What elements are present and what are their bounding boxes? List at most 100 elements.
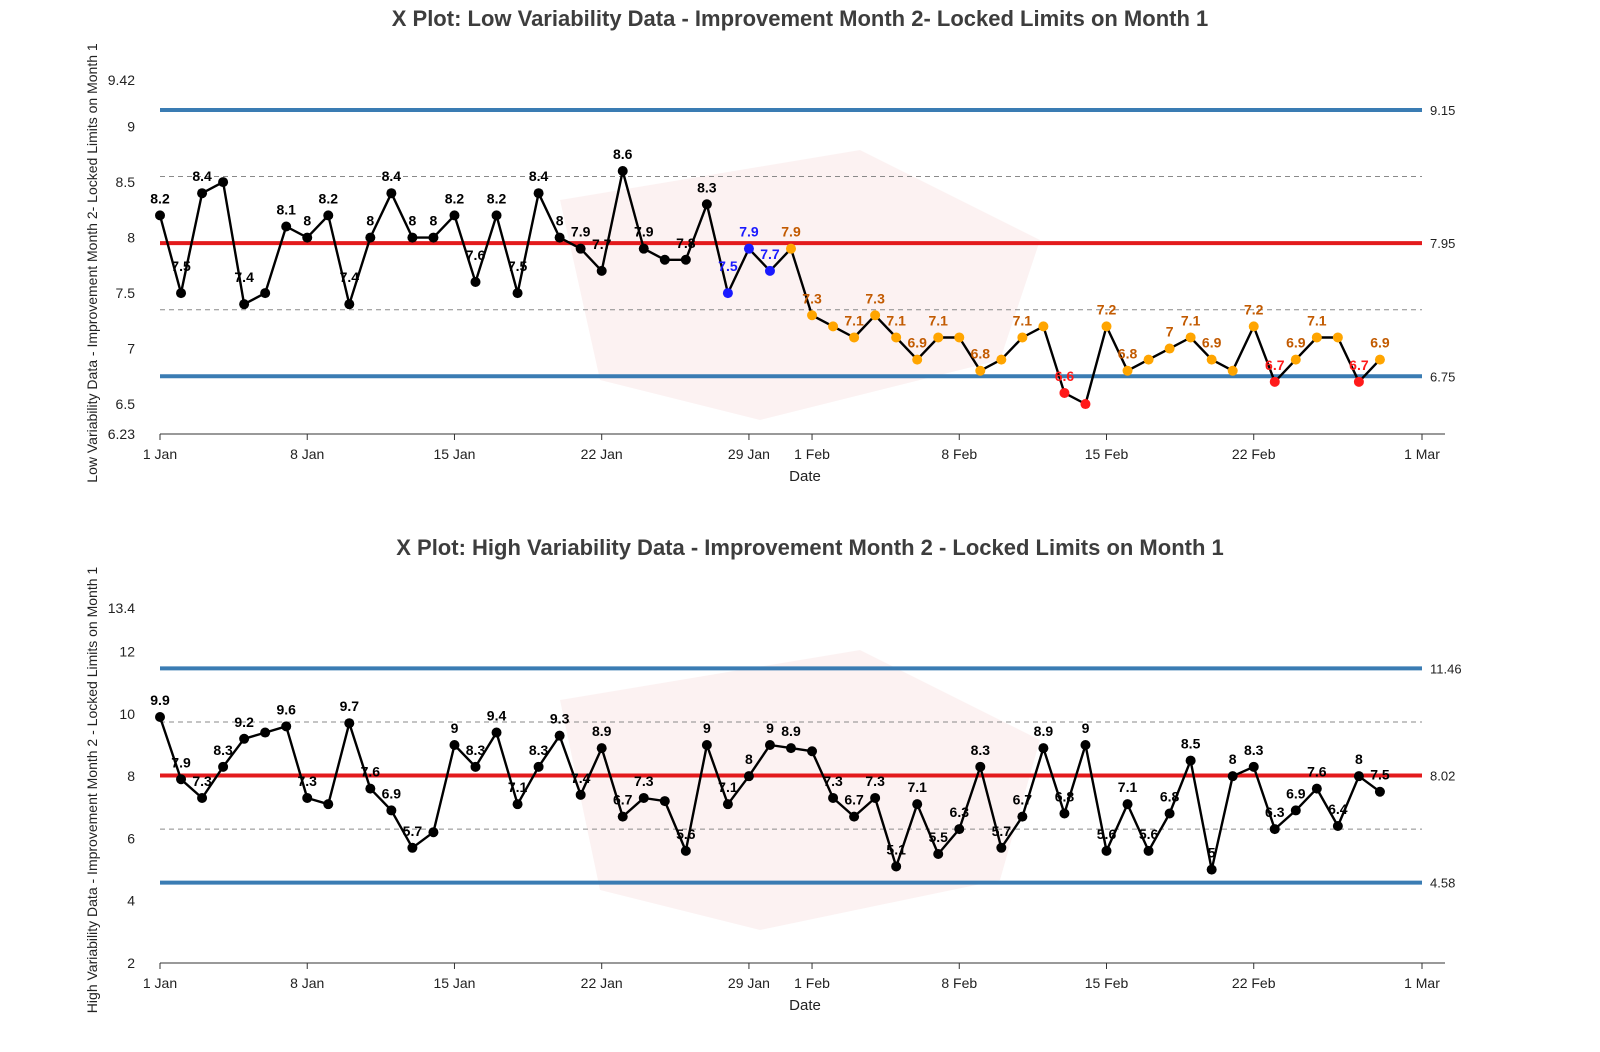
data-label: 9.2 xyxy=(234,714,254,730)
data-point xyxy=(996,354,1007,365)
data-label: 9 xyxy=(1082,720,1090,736)
data-label: 5.5 xyxy=(928,829,948,845)
y-axis-label-bottom: High Variability Data - Improvement Mont… xyxy=(84,567,100,1014)
x-tick-label: 15 Jan xyxy=(433,975,475,991)
data-label: 7.4 xyxy=(234,269,254,285)
data-point xyxy=(659,796,670,807)
y-tick-label: 9 xyxy=(127,119,135,135)
data-label: 8.2 xyxy=(319,190,339,206)
data-label: 6.9 xyxy=(382,785,402,801)
data-point xyxy=(1374,354,1385,365)
ucl-value-label: 11.46 xyxy=(1430,661,1462,676)
data-label: 7.7 xyxy=(592,236,612,252)
data-label: 7.9 xyxy=(739,224,759,240)
data-point xyxy=(1353,376,1364,387)
data-point xyxy=(386,805,397,816)
data-label: 8.3 xyxy=(466,742,486,758)
data-label: 7.3 xyxy=(865,773,885,789)
data-point xyxy=(470,276,481,287)
data-label: 7.3 xyxy=(192,773,212,789)
data-point xyxy=(701,199,712,210)
data-point xyxy=(807,746,818,757)
x-tick-label: 22 Feb xyxy=(1232,446,1276,462)
data-point xyxy=(323,210,334,221)
watermark-logo xyxy=(560,150,1040,930)
data-point xyxy=(575,789,586,800)
y-tick-label: 7 xyxy=(127,341,135,357)
data-point xyxy=(155,210,165,221)
data-label: 8 xyxy=(366,213,374,229)
lcl-value-label: 6.75 xyxy=(1430,369,1455,384)
data-point xyxy=(891,332,902,343)
data-label: 6.3 xyxy=(1265,804,1285,820)
data-point xyxy=(912,799,923,810)
data-label: 5 xyxy=(1208,845,1216,861)
data-point xyxy=(1038,743,1049,754)
data-label: 7.3 xyxy=(802,290,822,306)
data-point xyxy=(1143,845,1154,856)
data-label: 7.3 xyxy=(865,290,885,306)
data-point xyxy=(365,232,376,243)
data-point xyxy=(954,332,965,343)
data-label: 9.7 xyxy=(340,698,360,714)
y-tick-label: 8.5 xyxy=(116,174,136,190)
data-label: 7.1 xyxy=(1307,312,1327,328)
data-label: 7.6 xyxy=(1307,764,1327,780)
data-point xyxy=(680,845,691,856)
data-point xyxy=(975,365,986,376)
data-label: 6.9 xyxy=(1202,335,1222,351)
data-point xyxy=(659,254,670,265)
plot-area-top: 6.23 6.5 7 7.5 8 8.5 9 9.42 1 Jan 8 Jan 15 Jan 22 J… xyxy=(108,72,1456,462)
data-label: 7.5 xyxy=(508,258,528,274)
data-label: 7.9 xyxy=(781,224,801,240)
data-point xyxy=(239,299,250,310)
data-point xyxy=(828,792,839,803)
data-point xyxy=(975,761,986,772)
data-point xyxy=(617,165,628,176)
chart-title-bottom: X Plot: High Variability Data - Improvem… xyxy=(396,535,1224,560)
chart-top: X Plot: Low Variability Data - Improveme… xyxy=(84,6,1455,485)
data-point xyxy=(638,243,649,254)
data-point xyxy=(1290,354,1301,365)
data-point xyxy=(302,232,313,243)
data-point xyxy=(807,310,818,321)
data-label: 7.9 xyxy=(634,224,654,240)
data-label: 7.8 xyxy=(676,235,696,251)
data-point xyxy=(281,721,292,732)
data-point xyxy=(302,792,313,803)
data-point xyxy=(197,188,208,199)
data-point xyxy=(1185,755,1196,766)
x-tick-label: 22 Jan xyxy=(581,975,623,991)
data-point xyxy=(1164,343,1175,354)
x-tick-label: 8 Feb xyxy=(941,975,977,991)
data-label: 7.3 xyxy=(634,773,654,789)
x-tick-label: 8 Feb xyxy=(941,446,977,462)
data-point xyxy=(1122,365,1133,376)
data-point xyxy=(218,761,229,772)
data-point xyxy=(638,792,649,803)
data-point xyxy=(176,288,187,299)
lcl-value-label: 4.58 xyxy=(1430,876,1455,891)
data-label: 8.3 xyxy=(697,179,717,195)
data-label: 6.3 xyxy=(950,804,970,820)
data-label: 7.9 xyxy=(571,224,591,240)
data-label: 7.1 xyxy=(928,312,948,328)
data-point xyxy=(828,321,839,332)
x-tick-label: 1 Jan xyxy=(143,446,177,462)
data-label: 8 xyxy=(430,213,438,229)
data-point xyxy=(1227,771,1238,782)
data-label: 7.1 xyxy=(508,779,528,795)
data-point xyxy=(176,774,187,785)
data-label: 7.6 xyxy=(361,764,381,780)
data-point xyxy=(344,718,355,729)
data-label: 5.7 xyxy=(992,823,1012,839)
data-label: 7.1 xyxy=(886,312,906,328)
y-tick-label: 8 xyxy=(127,768,135,784)
data-point xyxy=(365,783,376,794)
data-label: 7.7 xyxy=(760,246,780,262)
data-point xyxy=(386,188,397,199)
data-label: 9.6 xyxy=(276,701,296,717)
x-tick-label: 15 Feb xyxy=(1085,446,1129,462)
data-point xyxy=(1374,786,1385,797)
data-label: 8.3 xyxy=(529,742,549,758)
